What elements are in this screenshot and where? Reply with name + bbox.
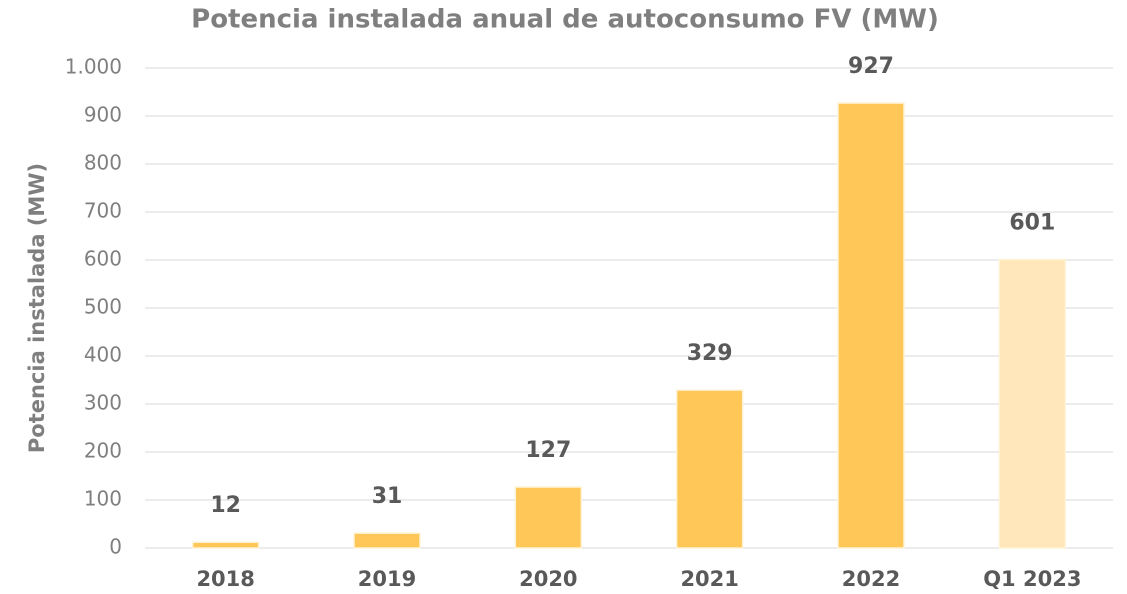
y-tick-label: 200 <box>84 439 122 463</box>
y-tick-label: 100 <box>84 487 122 511</box>
chart-title: Potencia instalada anual de autoconsumo … <box>191 5 939 35</box>
x-tick-label: 2019 <box>358 567 416 591</box>
y-tick-label: 800 <box>84 151 122 175</box>
bar <box>353 532 421 549</box>
bar <box>998 258 1067 549</box>
y-tick-label: 700 <box>84 199 122 223</box>
data-label: 31 <box>372 484 403 509</box>
data-label: 601 <box>1009 211 1055 236</box>
data-label: 927 <box>848 54 894 79</box>
y-tick-label: 0 <box>109 535 122 559</box>
y-tick-label: 600 <box>84 247 122 271</box>
bar <box>837 102 905 549</box>
data-label: 329 <box>687 341 733 366</box>
x-tick-label: Q1 2023 <box>983 567 1081 591</box>
y-tick-label: 300 <box>84 391 122 415</box>
bar <box>675 389 744 549</box>
data-label: 12 <box>210 493 241 518</box>
y-tick-label: 900 <box>84 103 122 127</box>
x-tick-label: 2021 <box>680 567 738 591</box>
x-tick-label: 2020 <box>519 567 577 591</box>
x-tick-label: 2022 <box>842 567 900 591</box>
x-tick-label: 2018 <box>196 567 254 591</box>
bar <box>191 541 260 549</box>
data-label: 127 <box>525 438 571 463</box>
y-tick-label: 400 <box>84 343 122 367</box>
y-axis-label: Potencia instalada (MW) <box>25 163 49 453</box>
bar <box>514 486 583 549</box>
y-tick-label: 500 <box>84 295 122 319</box>
y-tick-label: 1.000 <box>65 55 122 79</box>
